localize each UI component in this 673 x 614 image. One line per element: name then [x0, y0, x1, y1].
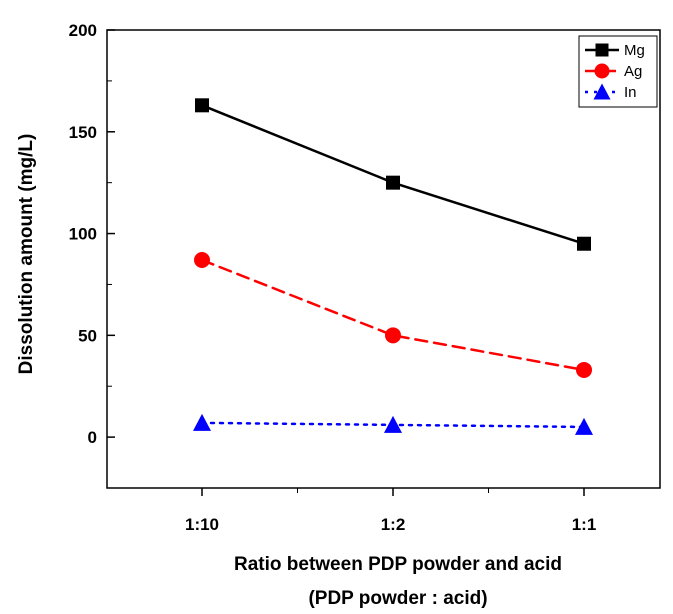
x-axis-ticks: 1:10 1:2 1:1 — [185, 488, 596, 534]
y-tick-label: 0 — [88, 428, 97, 447]
legend-entry-ag: Ag — [585, 63, 642, 80]
series-ag — [194, 252, 592, 378]
series-mg — [195, 98, 591, 251]
data-point-square — [386, 175, 400, 190]
legend-label: Mg — [624, 42, 645, 59]
series-line — [200, 104, 586, 245]
series-layer — [193, 98, 593, 435]
y-axis-title: Dissolution amount (mg/L) — [16, 134, 37, 375]
legend: Mg Ag In — [578, 35, 658, 108]
plot-frame — [106, 29, 661, 489]
plot-axes — [106, 29, 661, 489]
x-tick-label: 1:1 — [572, 515, 597, 534]
data-point-triangle — [575, 417, 593, 435]
data-point-circle — [385, 327, 401, 344]
legend-label: In — [624, 84, 637, 101]
y-tick-label: 100 — [69, 225, 97, 244]
series-in — [193, 413, 593, 435]
data-point-square — [195, 98, 209, 113]
data-point-circle — [594, 63, 610, 79]
legend-entry-in: In — [585, 83, 637, 101]
y-tick-label: 200 — [69, 21, 97, 40]
y-axis-ticks: 0 50 100 150 200 — [69, 21, 115, 489]
data-point-square — [577, 236, 591, 251]
data-point-triangle — [593, 83, 611, 100]
x-tick-label: 1:10 — [185, 515, 219, 534]
legend-label: Ag — [624, 63, 642, 80]
data-point-triangle — [384, 415, 402, 433]
y-tick-label: 150 — [69, 123, 97, 142]
data-point-triangle — [193, 413, 211, 431]
x-axis-title: Ratio between PDP powder and acid — [234, 554, 562, 575]
x-tick-label: 1:2 — [381, 515, 406, 534]
data-point-circle — [576, 361, 592, 378]
data-point-square — [595, 43, 609, 57]
legend-entry-mg: Mg — [585, 42, 645, 59]
x-axis-title-line2: (PDP powder : acid) — [308, 588, 487, 609]
data-point-circle — [194, 252, 210, 269]
y-tick-label: 50 — [78, 326, 97, 345]
series-line — [200, 258, 586, 372]
